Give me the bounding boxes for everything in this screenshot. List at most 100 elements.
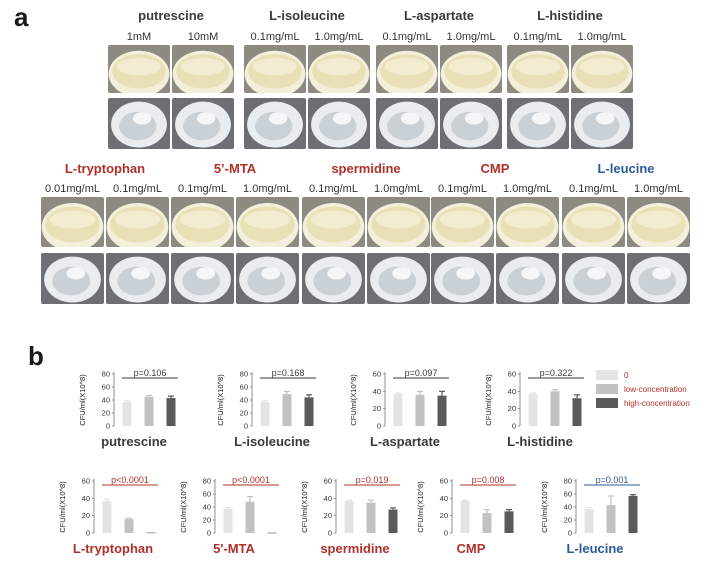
- chart-title: L-leucine: [566, 541, 624, 556]
- p-value-label: p<0.0001: [232, 475, 270, 485]
- plate-image: [376, 45, 438, 93]
- concentration-label: 10mM: [187, 31, 219, 43]
- y-tick-label: 80: [240, 370, 248, 379]
- bar-chart-svg: CFU/ml(X10^8) 0 20 40 60 80 p<0.0001: [179, 475, 279, 538]
- tube-photo: [440, 98, 502, 149]
- bar-chart: CFU/ml(X10^8) 0 20 40 60 80 p=0.001 L-leucine: [536, 475, 654, 567]
- y-axis-label: CFU/ml(X10^8): [540, 481, 549, 533]
- y-tick-label: 60: [82, 477, 90, 486]
- concentration-label: 0.1mg/mL: [178, 183, 227, 195]
- panel-b-label: b: [28, 341, 44, 371]
- bar: [223, 508, 233, 533]
- bar: [584, 508, 594, 533]
- compound-label: putrescine: [138, 8, 204, 23]
- y-tick-label: 20: [324, 511, 332, 520]
- bar: [482, 513, 492, 533]
- y-tick-label: 20: [240, 409, 248, 418]
- bar: [245, 501, 255, 533]
- tube-photo: [562, 253, 625, 304]
- concentration-label: 0.01mg/mL: [44, 183, 101, 195]
- plate-photo: [562, 197, 625, 247]
- bar-chart: CFU/ml(X10^8) 0 20 40 60 p=0.097 L-aspartate: [345, 368, 465, 460]
- p-value-label: p=0.001: [596, 475, 629, 485]
- y-tick-label: 20: [373, 404, 381, 413]
- compound-label: L-tryptophan: [64, 161, 146, 176]
- y-tick-label: 0: [512, 422, 516, 431]
- chart-title: CMP: [456, 541, 486, 556]
- bar: [122, 401, 132, 426]
- bar: [572, 398, 582, 426]
- compound-label: spermidine: [331, 161, 401, 176]
- concentration-label: 0.1mg/mL: [250, 31, 300, 43]
- plate-photo: [507, 45, 569, 93]
- legend-item: 0: [596, 368, 690, 382]
- y-tick-label: 40: [324, 494, 332, 503]
- plate-image: [507, 45, 569, 93]
- bar: [146, 532, 156, 534]
- concentration-label: 0.1mg/mL: [513, 31, 563, 43]
- tube-photo: [244, 98, 306, 149]
- compound-label: CMP: [480, 161, 510, 176]
- concentration-label: 0.1mg/mL: [309, 183, 358, 195]
- plate-photo: [376, 45, 438, 93]
- plate-photo: [106, 197, 169, 247]
- plate-image: [106, 197, 169, 247]
- tube-image: [376, 98, 438, 149]
- bar: [260, 401, 270, 426]
- y-tick-label: 60: [564, 490, 572, 499]
- chart-title: putrescine: [101, 434, 167, 449]
- y-tick-label: 60: [440, 477, 448, 486]
- plate-photo: [236, 197, 299, 247]
- tube-photo: [496, 253, 559, 304]
- tube-image: [496, 253, 559, 304]
- tube-image: [108, 98, 170, 149]
- plate-photo: [627, 197, 690, 247]
- y-tick-label: 40: [440, 494, 448, 503]
- plate-image: [41, 197, 104, 247]
- plate-photo: [108, 45, 170, 93]
- tube-image: [41, 253, 104, 304]
- concentration-label: 1.0mg/mL: [314, 31, 364, 43]
- plate-image: [627, 197, 690, 247]
- plate-image: [496, 197, 559, 247]
- bar-chart-svg: CFU/ml(X10^8) 0 20 40 60 p<0.0001: [58, 475, 158, 538]
- y-tick-label: 40: [508, 387, 516, 396]
- legend-swatch: [596, 384, 618, 394]
- y-tick-label: 40: [564, 503, 572, 512]
- y-axis-label: CFU/ml(X10^8): [78, 374, 87, 426]
- plate-image: [571, 45, 633, 93]
- y-tick-label: 40: [203, 503, 211, 512]
- plate-photo: [571, 45, 633, 93]
- chart-title: L-histidine: [507, 434, 573, 449]
- tube-image: [367, 253, 430, 304]
- y-tick-label: 60: [203, 490, 211, 499]
- concentration-label: 1.0mg/mL: [503, 183, 552, 195]
- tube-photo: [507, 98, 569, 149]
- legend-item: high-concentration: [596, 396, 690, 410]
- plate-image: [108, 45, 170, 93]
- bar-chart: CFU/ml(X10^8) 0 20 40 60 p=0.008 CMP: [412, 475, 530, 567]
- y-tick-label: 60: [373, 370, 381, 379]
- concentration-label: 0.1mg/mL: [113, 183, 162, 195]
- y-tick-label: 40: [240, 396, 248, 405]
- bar: [344, 500, 354, 533]
- concentration-label: 1.0mg/mL: [446, 31, 496, 43]
- plate-photo: [496, 197, 559, 247]
- plate-image: [308, 45, 370, 93]
- y-tick-label: 40: [373, 387, 381, 396]
- bar: [304, 397, 314, 426]
- y-tick-label: 60: [508, 370, 516, 379]
- panel-a-label: a: [14, 2, 29, 32]
- bar-chart-svg: CFU/ml(X10^8) 0 20 40 60 p=0.008: [416, 475, 516, 538]
- chart-title: L-aspartate: [369, 434, 441, 449]
- y-tick-label: 0: [244, 422, 248, 431]
- y-axis-label: CFU/ml(X10^8): [416, 481, 425, 533]
- plate-image: [431, 197, 494, 247]
- p-value-label: p=0.097: [405, 368, 438, 378]
- y-tick-label: 0: [106, 422, 110, 431]
- bar-chart-svg: CFU/ml(X10^8) 0 20 40 60 p=0.019: [300, 475, 400, 538]
- plate-photo: [302, 197, 365, 247]
- bar: [460, 500, 470, 533]
- concentration-label: 0.1mg/mL: [382, 31, 432, 43]
- tube-image: [106, 253, 169, 304]
